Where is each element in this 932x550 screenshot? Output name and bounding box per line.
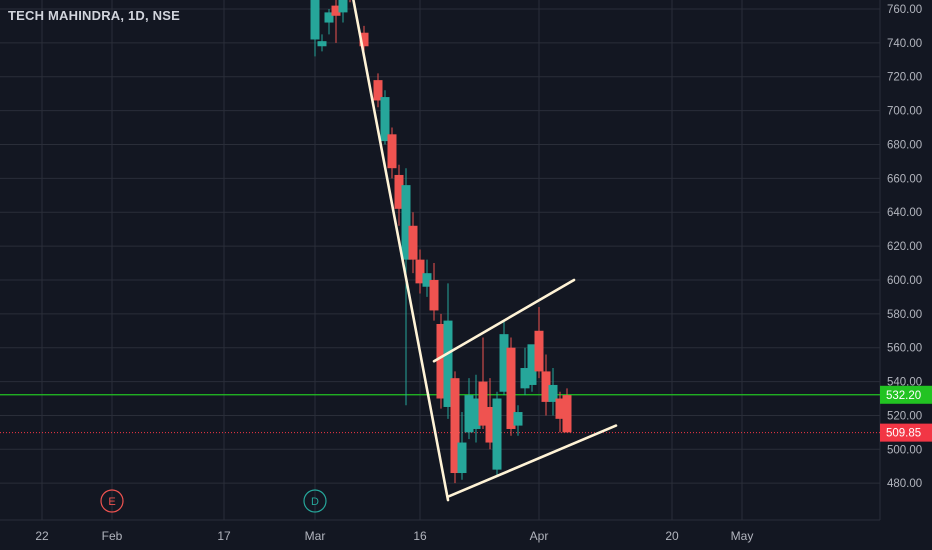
candle-body-down bbox=[555, 398, 565, 419]
candle-body-up bbox=[338, 0, 348, 13]
y-tick-label: 540.00 bbox=[887, 377, 922, 389]
candle-body-up bbox=[513, 412, 523, 426]
candle-body-down bbox=[478, 381, 488, 426]
event-marker-label: D bbox=[311, 496, 319, 508]
candle-body-up bbox=[520, 368, 530, 389]
y-tick-label: 480.00 bbox=[887, 478, 922, 490]
x-tick-label: 16 bbox=[413, 529, 427, 543]
price-badge-label: 509.85 bbox=[886, 428, 921, 440]
candle-body-down bbox=[534, 330, 544, 372]
candle-body-down bbox=[436, 323, 446, 399]
y-tick-label: 500.00 bbox=[887, 444, 922, 456]
price-badge bbox=[880, 385, 932, 404]
candle-body-down bbox=[331, 5, 341, 16]
candle-body-down bbox=[394, 174, 404, 209]
trend-line bbox=[352, 0, 450, 502]
candle-body-down bbox=[450, 378, 460, 474]
candle-body-down bbox=[506, 347, 516, 429]
y-tick-label: 760.00 bbox=[887, 4, 922, 16]
trend-line bbox=[446, 424, 618, 499]
candle-body-up bbox=[422, 273, 432, 287]
candle-body-up bbox=[499, 334, 509, 392]
y-tick-label: 600.00 bbox=[887, 275, 922, 287]
x-tick-label: 17 bbox=[217, 529, 231, 543]
x-tick-label: 20 bbox=[665, 529, 679, 543]
event-marker bbox=[100, 489, 124, 513]
y-tick-label: 580.00 bbox=[887, 309, 922, 321]
price-badge-label: 532.20 bbox=[886, 390, 921, 402]
candle-body-up bbox=[401, 185, 411, 260]
candle-body-down bbox=[485, 406, 495, 443]
candle-body-up bbox=[310, 0, 320, 40]
event-marker-label: E bbox=[108, 496, 115, 508]
candle-body-up bbox=[527, 344, 537, 385]
candle-body-down bbox=[429, 279, 439, 311]
y-tick-label: 740.00 bbox=[887, 38, 922, 50]
candle-body-up bbox=[471, 398, 481, 429]
y-tick-label: 620.00 bbox=[887, 241, 922, 253]
candle-body-down bbox=[373, 80, 383, 101]
x-tick-label: Apr bbox=[530, 529, 549, 543]
candle-body-up bbox=[380, 97, 390, 142]
x-tick-label: Mar bbox=[305, 529, 326, 543]
x-tick-label: 22 bbox=[35, 529, 49, 543]
candle-body-down bbox=[387, 134, 397, 169]
candle-body-up bbox=[457, 442, 467, 474]
candle-body-up bbox=[317, 41, 327, 47]
candle-body-up bbox=[443, 320, 453, 407]
y-tick-label: 680.00 bbox=[887, 139, 922, 151]
y-tick-label: 660.00 bbox=[887, 173, 922, 185]
trend-line bbox=[432, 278, 576, 363]
x-tick-label: May bbox=[731, 529, 754, 543]
candle-body-down bbox=[541, 371, 551, 402]
candle-body-down bbox=[408, 225, 418, 260]
y-tick-label: 640.00 bbox=[887, 207, 922, 219]
candle-body-down bbox=[562, 395, 572, 433]
y-tick-label: 560.00 bbox=[887, 343, 922, 355]
y-tick-label: 700.00 bbox=[887, 106, 922, 118]
candle-body-up bbox=[492, 398, 502, 470]
x-tick-label: Feb bbox=[102, 529, 123, 543]
y-tick-label: 520.00 bbox=[887, 410, 922, 422]
candle-body-up bbox=[548, 384, 558, 402]
candle-body-down bbox=[359, 32, 369, 47]
candle-body-down bbox=[415, 259, 425, 284]
y-tick-label: 720.00 bbox=[887, 72, 922, 84]
price-badge bbox=[880, 423, 932, 442]
candle-body-up bbox=[324, 12, 334, 23]
candle-body-up bbox=[464, 395, 474, 433]
chart-title: TECH MAHINDRA, 1D, NSE bbox=[8, 8, 180, 23]
event-marker bbox=[303, 489, 327, 513]
